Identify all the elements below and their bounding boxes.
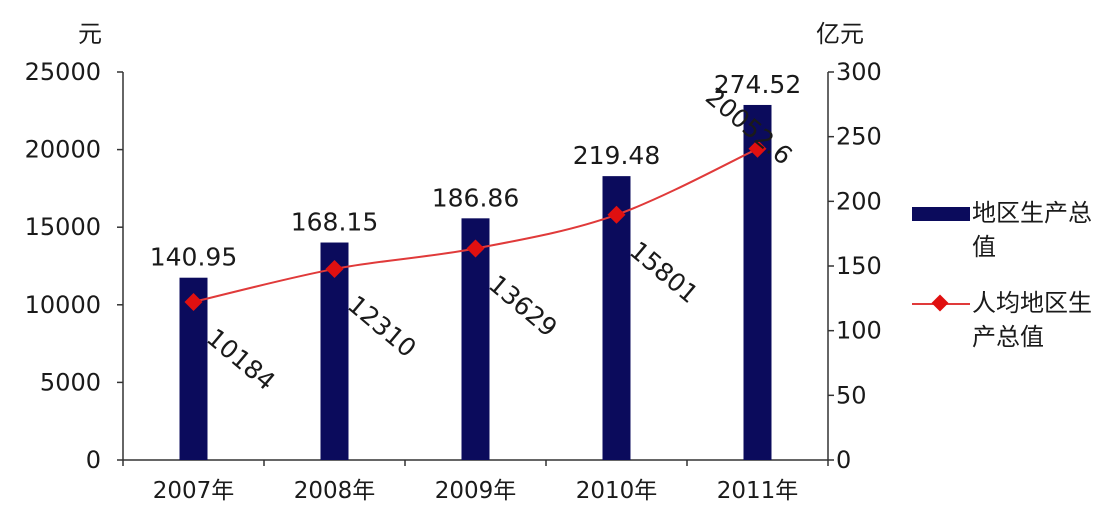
right-tick-label: 100 [836, 317, 882, 345]
x-tick-label: 2010年 [576, 478, 658, 504]
bar-value-label: 186.86 [432, 183, 519, 212]
right-axis-unit: 亿元 [816, 20, 864, 48]
bar-value-label: 274.52 [714, 70, 801, 99]
legend-item-per-capita: 人均地区生产总值 [912, 286, 1102, 354]
right-tick-label: 300 [836, 58, 882, 86]
left-tick-label: 15000 [25, 213, 101, 241]
legend: 地区生产总值 人均地区生产总值 [912, 196, 1102, 376]
line-value-label: 10184 [201, 323, 281, 396]
chart-axes: 0 5000 10000 15000 20000 25000 0 50 100 150 200 250… [25, 58, 882, 504]
x-tick-label: 2007年 [153, 478, 235, 504]
bar [743, 104, 772, 460]
line-point [466, 239, 485, 258]
left-tick-label: 10000 [25, 291, 101, 319]
legend-bar-swatch [912, 207, 970, 221]
bar-value-label: 140.95 [150, 243, 237, 272]
line-point [184, 292, 203, 311]
right-tick-label: 0 [836, 446, 851, 474]
legend-label-gdp: 地区生产总值 [972, 199, 1092, 261]
line-series [184, 139, 767, 311]
bar [320, 242, 349, 460]
bar-value-label: 168.15 [291, 208, 378, 237]
left-tick-label: 5000 [40, 368, 101, 396]
right-tick-label: 250 [836, 123, 882, 151]
right-tick-label: 50 [836, 381, 867, 409]
line-point [325, 259, 344, 278]
line-point [607, 205, 626, 224]
legend-diamond-marker [931, 294, 949, 312]
x-tick-label: 2011年 [717, 478, 799, 504]
x-tick-label: 2009年 [435, 478, 517, 504]
right-tick-label: 200 [836, 187, 882, 215]
line-value-label: 12310 [342, 290, 422, 363]
line-value-label: 15801 [624, 236, 704, 309]
left-tick-label: 25000 [25, 58, 101, 86]
legend-item-gdp: 地区生产总值 [912, 196, 1102, 264]
bar [461, 218, 490, 460]
line-point [748, 139, 767, 158]
legend-label-per-capita: 人均地区生产总值 [972, 289, 1092, 351]
right-tick-label: 150 [836, 252, 882, 280]
left-tick-label: 0 [86, 446, 101, 474]
left-axis-unit: 元 [78, 20, 102, 48]
bar-value-label: 219.48 [573, 141, 660, 170]
left-tick-label: 20000 [25, 136, 101, 164]
line-value-label: 13629 [483, 269, 563, 342]
x-tick-label: 2008年 [294, 478, 376, 504]
